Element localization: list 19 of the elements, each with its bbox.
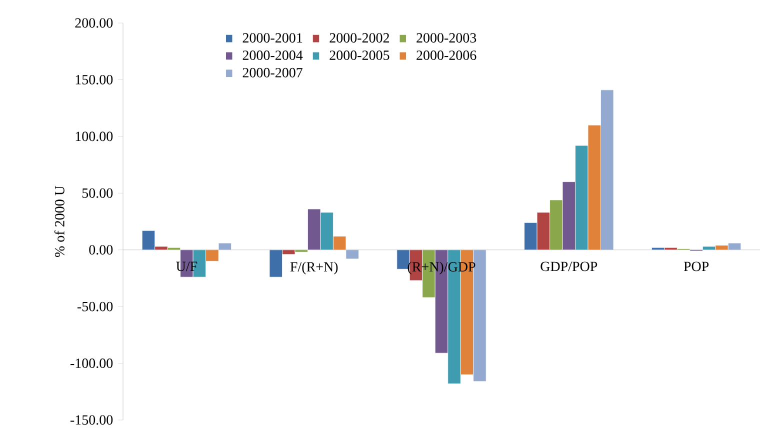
y-tick-label: -150.00 [70, 415, 113, 425]
x-tick-label: POP [684, 262, 709, 272]
x-tick-label: GDP/POP [540, 262, 598, 272]
y-axis-title: % of 2000 U [54, 186, 64, 257]
y-tick-label: 100.00 [76, 132, 113, 142]
y-tick-label: 150.00 [76, 74, 113, 84]
y-tick-label: -100.00 [70, 358, 113, 368]
y-tick-label: 200.00 [75, 18, 113, 28]
x-tick-label: F/(R+N) [290, 262, 338, 274]
legend-label: 2000-2002 [330, 33, 389, 43]
legend-label: 2000-2005 [330, 50, 390, 60]
legend-label: 2000-2003 [416, 33, 476, 43]
legend-label: 2000-2001 [242, 33, 302, 43]
y-tick-label: -50.00 [77, 302, 113, 312]
y-tick-label: 0.00 [89, 245, 113, 255]
legend-label: 2000-2004 [242, 50, 303, 60]
legend-label: 2000-2006 [416, 50, 476, 60]
legend-label: 2000-2007 [242, 68, 302, 78]
y-tick-label: 50.00 [82, 188, 113, 198]
